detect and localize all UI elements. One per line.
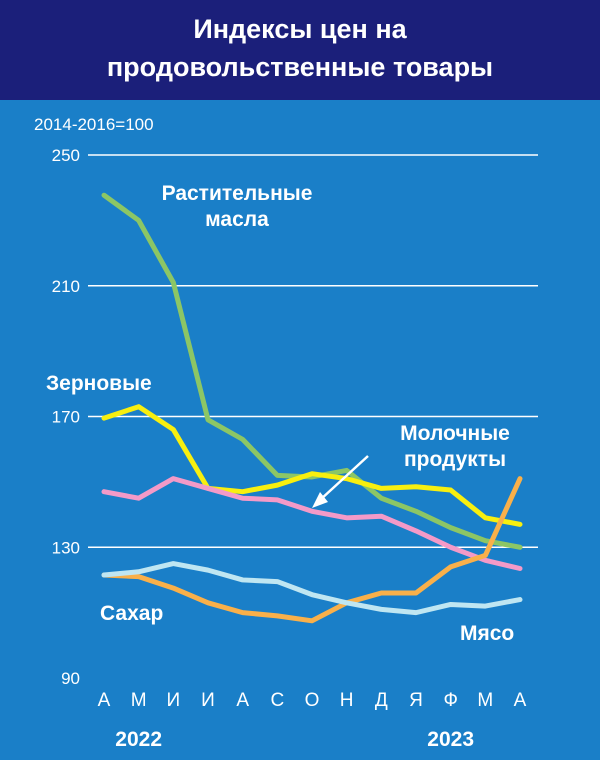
y-tick-label: 130 [52, 538, 80, 557]
series-line [101, 192, 523, 550]
base-period-note: 2014-2016=100 [34, 115, 154, 134]
x-tick-label: О [305, 690, 320, 711]
series-label: Сахар [100, 602, 163, 625]
x-tick-label: Я [409, 690, 423, 711]
x-tick-label: С [270, 690, 284, 711]
x-tick-label: А [98, 690, 111, 711]
series-line [101, 561, 523, 616]
year-label: 2022 [115, 728, 162, 751]
series-label: Мясо [460, 622, 514, 645]
chart-title-line-1: Индексы цен на [193, 14, 407, 44]
series-label: Зерновые [46, 372, 152, 395]
y-tick-label: 210 [52, 277, 80, 296]
x-tick-label: М [477, 690, 493, 711]
x-tick-label: А [236, 690, 249, 711]
x-tick-label: М [131, 690, 147, 711]
y-tick-label: 170 [52, 408, 80, 427]
dairy-arrow [312, 455, 369, 508]
dairy-arrow-head [312, 492, 328, 508]
chart-title-line-2: продовольственные товары [106, 52, 494, 82]
year-label: 2023 [427, 728, 474, 751]
x-tick-label: И [167, 690, 181, 711]
x-tick-label: Д [375, 690, 388, 711]
y-tick-labels: 90 130 170 210 250 [52, 146, 80, 688]
series-line [101, 476, 523, 571]
dairy-arrow-line [319, 455, 369, 501]
series-line [101, 476, 523, 624]
x-tick-label: Н [340, 690, 354, 711]
series-lines [101, 192, 523, 624]
grid-lines [88, 154, 538, 548]
chart-header: Индексы цен на продовольственные товары [0, 0, 600, 100]
x-tick-label: Ф [443, 690, 457, 711]
series-line [101, 404, 523, 527]
series-label: Растительные масла [162, 182, 313, 231]
x-tick-label: А [514, 690, 527, 711]
x-tick-label: И [201, 690, 215, 711]
series-labels: Растительные масла Зерновые Молочные продукт… [46, 182, 514, 645]
series-label: Молочные продукты [400, 422, 510, 471]
y-tick-label: 90 [61, 669, 80, 688]
year-labels: 2022 2023 [115, 728, 474, 751]
y-tick-label: 250 [52, 146, 80, 165]
